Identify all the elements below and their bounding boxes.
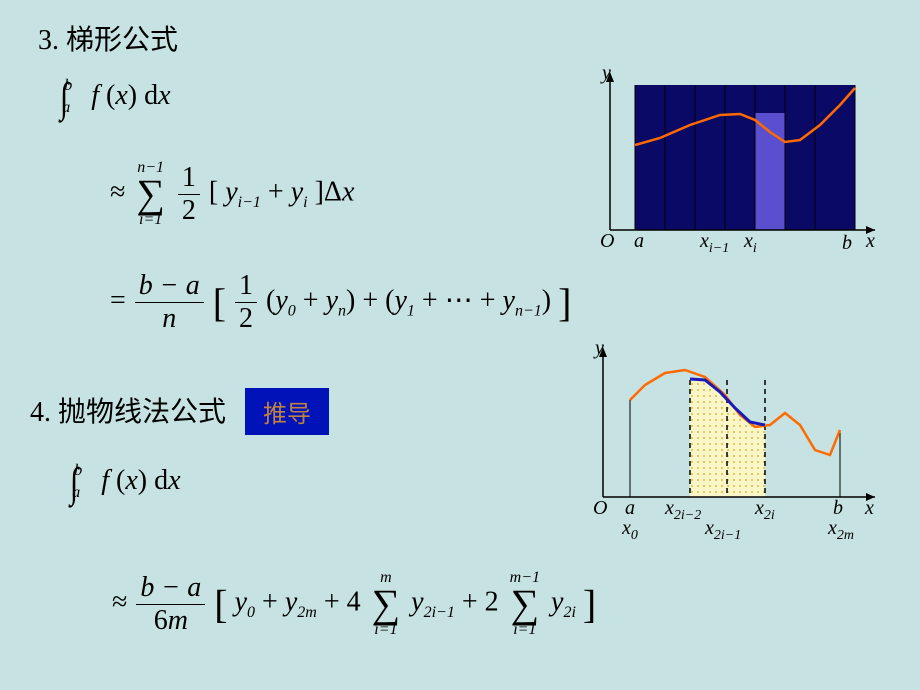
derive-button[interactable]: 推导 [245,388,329,435]
chart-trapezoid: y O a xi−1 xi b x [580,70,880,265]
chart1-a-label: a [634,230,644,253]
chart1-xi-label: xi [744,230,757,257]
chart1-b-label: b [842,232,852,255]
chart2-x2m-label: x2m [828,517,854,544]
chart2-y-label: y [595,337,604,360]
chart2-O-label: O [593,497,607,520]
chart1-x-label: x [866,230,875,253]
chart2-x-label: x [865,497,874,520]
chart-simpson: y O a x0 x2i−2 x2i−1 x2i b x2m x [575,345,885,525]
formula-trapezoid-expanded: = b − a n [ 1 2 (y0 + yn) + (y1 + ⋯ + yn… [110,270,571,335]
formula-simpson: ≈ b − a 6m [ y0 + y2m + 4 m ∑ i=1 y2i−1 … [112,570,596,638]
heading-2-num: 4. [30,397,51,428]
chart1-y-label: y [602,62,611,85]
chart2-x0-label: x0 [622,517,638,544]
formula-trapezoid-sum: ≈ n−1 ∑ i=1 1 2 [ yi−1 + yi ]Δx [110,160,354,228]
heading-1-text: 梯形公式 [66,25,178,56]
chart2-x2i-label: x2i [755,497,775,524]
chart1-O-label: O [600,230,614,253]
formula-integral-2: ∫ba f (x) dx [70,465,181,501]
heading-1-num: 3. [38,25,59,56]
heading-trapezoid: 3. 梯形公式 [38,18,178,58]
heading-2-text: 抛物线法公式 [58,397,226,428]
chart2-x2i2-label: x2i−2 [665,497,701,524]
derive-button-label: 推导 [263,402,311,428]
heading-parabola: 4. 抛物线法公式 [30,390,226,430]
chart2-x2i1-label: x2i−1 [705,517,741,544]
chart1-xi1-label: xi−1 [700,230,729,257]
formula-integral-1: ∫ba f (x) dx [60,80,171,116]
